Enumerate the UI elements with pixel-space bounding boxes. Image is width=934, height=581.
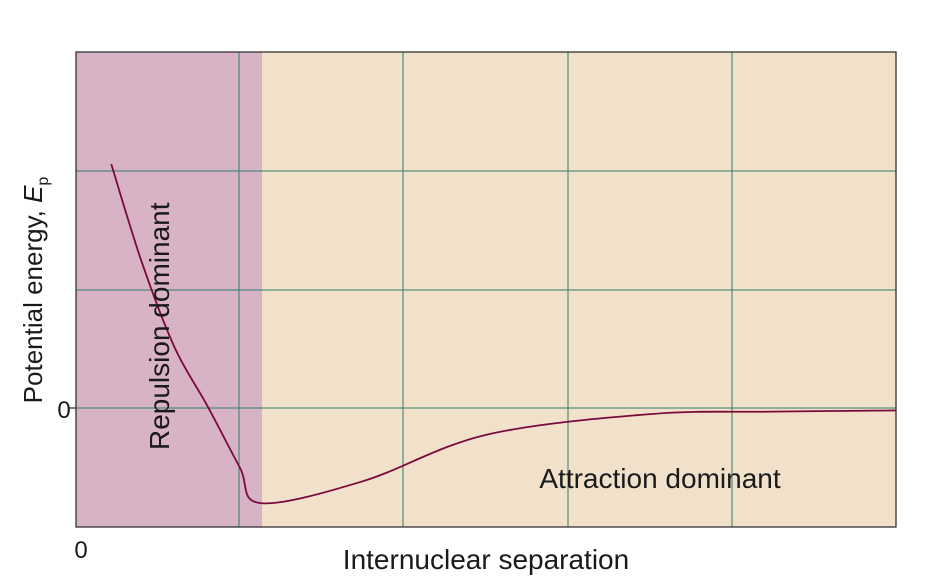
potential-energy-curve	[110, 163, 897, 505]
y-axis-title: Potential energy, Ep	[18, 177, 52, 404]
repulsion-label: Repulsion dominant	[144, 202, 175, 450]
x-axis-title: Internuclear separation	[343, 544, 629, 575]
plot-frame	[75, 51, 897, 528]
attraction-label: Attraction dominant	[539, 463, 780, 494]
x-tick-label-zero: 0	[74, 537, 87, 564]
y-tick-label-zero: 0	[57, 397, 70, 424]
